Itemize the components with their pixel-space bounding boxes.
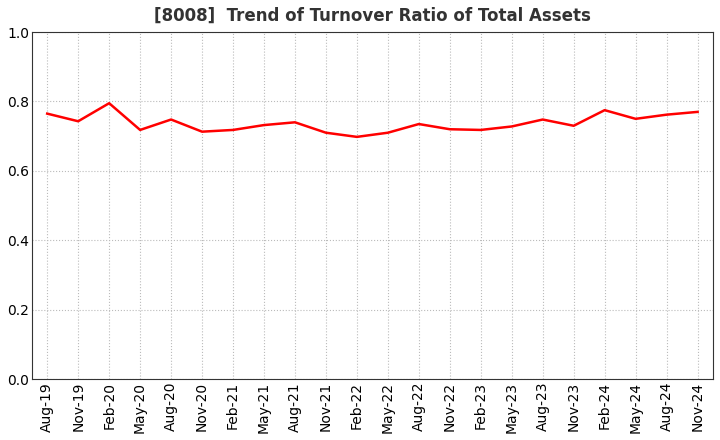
Title: [8008]  Trend of Turnover Ratio of Total Assets: [8008] Trend of Turnover Ratio of Total … (154, 7, 591, 25)
